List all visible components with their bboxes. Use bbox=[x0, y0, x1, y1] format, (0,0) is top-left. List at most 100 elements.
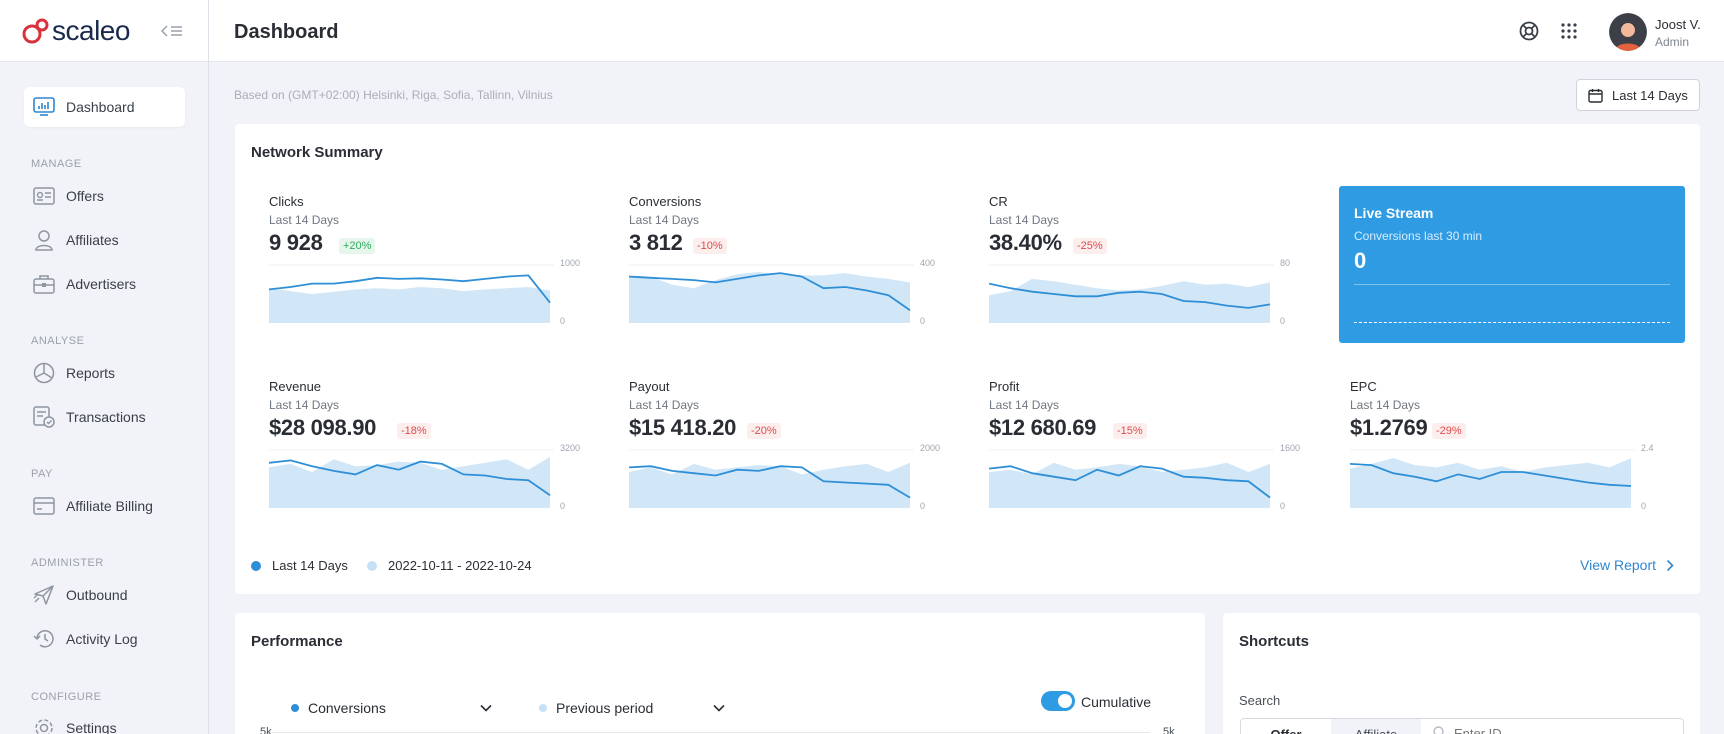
sidebar-item-label: Settings bbox=[66, 720, 117, 734]
sidebar-item-reports[interactable]: Reports bbox=[24, 355, 185, 391]
apps-grid-icon[interactable] bbox=[1558, 20, 1580, 42]
metric-tile-epc[interactable]: EPC Last 14 Days $1.2769 -29% 2.4 0 bbox=[1350, 379, 1670, 549]
scaleo-logo-icon bbox=[22, 18, 49, 43]
live-stream-title: Live Stream bbox=[1354, 205, 1434, 221]
chevron-right-icon bbox=[1666, 559, 1674, 571]
card-title: Shortcuts bbox=[1239, 633, 1310, 650]
card-title: Network Summary bbox=[251, 144, 383, 161]
sidebar-item-transactions[interactable]: Transactions bbox=[24, 399, 185, 435]
metric-tile-cr[interactable]: CR Last 14 Days 38.40% -25% 80 0 bbox=[989, 194, 1309, 364]
search-label: Search bbox=[1239, 693, 1281, 708]
axis-min-label: 0 bbox=[920, 316, 926, 326]
shortcut-search: Offer Affiliate bbox=[1240, 718, 1684, 734]
sparkline-chart bbox=[989, 449, 1274, 508]
date-range-label: Last 14 Days bbox=[1612, 87, 1688, 103]
axis-max-label: 2.4 bbox=[1641, 443, 1654, 453]
user-name[interactable]: Joost V. bbox=[1655, 17, 1701, 32]
gear-icon bbox=[32, 716, 56, 734]
history-icon bbox=[32, 627, 56, 651]
sidebar-item-dashboard[interactable]: Dashboard bbox=[24, 87, 185, 127]
sidebar-item-offers[interactable]: Offers bbox=[24, 178, 185, 214]
metric-select[interactable]: Conversions bbox=[291, 700, 492, 716]
axis-max-label: 2000 bbox=[920, 443, 941, 453]
metric-tile-clicks[interactable]: Clicks Last 14 Days 9 928 +20% 1000 0 bbox=[269, 194, 589, 364]
sidebar-item-outbound[interactable]: Outbound bbox=[24, 577, 185, 613]
chevron-down-icon bbox=[480, 704, 492, 712]
current-period-line bbox=[1350, 463, 1632, 487]
metric-tile-profit[interactable]: Profit Last 14 Days $12 680.69 -15% 1600 0 bbox=[989, 379, 1309, 549]
metric-value: $15 418.20 bbox=[629, 415, 737, 440]
metric-period: Last 14 Days bbox=[989, 213, 1060, 227]
axis-min-label: 0 bbox=[1641, 501, 1647, 511]
sidebar-item-affiliate-billing[interactable]: Affiliate Billing bbox=[24, 488, 185, 524]
current-period-line bbox=[989, 282, 1271, 309]
metric-value: $28 098.90 bbox=[269, 415, 377, 440]
section-heading-pay: PAY bbox=[31, 468, 53, 480]
sidebar-item-advertisers[interactable]: Advertisers bbox=[24, 266, 185, 302]
top-bar: Dashboard bbox=[209, 0, 1724, 62]
axis-min-label: 0 bbox=[920, 501, 926, 511]
metric-period: Last 14 Days bbox=[989, 398, 1060, 412]
sparkline-chart bbox=[989, 264, 1274, 323]
brand-name: scaleo bbox=[52, 14, 130, 46]
sparkline-chart bbox=[269, 449, 554, 508]
axis-min-label: 0 bbox=[1280, 501, 1286, 511]
previous-period-area bbox=[629, 462, 910, 508]
calendar-icon bbox=[1588, 88, 1603, 103]
metric-tile-payout[interactable]: Payout Last 14 Days $15 418.20 -20% 2000 0 bbox=[629, 379, 949, 549]
user-role: Admin bbox=[1655, 35, 1690, 49]
current-period-line bbox=[629, 272, 911, 311]
metric-tile-revenue[interactable]: Revenue Last 14 Days $28 098.90 -18% 3200 0 bbox=[269, 379, 589, 549]
performance-card: Performance 5k 5k bbox=[235, 613, 1205, 734]
live-stream-value: 0 bbox=[1354, 248, 1367, 273]
metric-value: $1.2769 bbox=[1350, 415, 1428, 440]
sidebar-item-activity-log[interactable]: Activity Log bbox=[24, 621, 185, 657]
axis-label-right: 5k bbox=[1163, 726, 1175, 734]
collapse-sidebar-icon[interactable] bbox=[160, 22, 184, 40]
tab-affiliate[interactable]: Affiliate bbox=[1331, 719, 1421, 734]
shortcut-id-input[interactable] bbox=[1454, 726, 1654, 734]
change-badge: -18% bbox=[397, 423, 431, 439]
chevron-down-icon bbox=[713, 704, 725, 712]
axis-max-label: 80 bbox=[1280, 258, 1291, 268]
page-title: Dashboard bbox=[234, 21, 339, 43]
section-heading-configure: CONFIGURE bbox=[31, 691, 102, 703]
sidebar-item-label: Transactions bbox=[66, 409, 146, 425]
metric-period: Last 14 Days bbox=[629, 398, 700, 412]
change-badge: -29% bbox=[1432, 423, 1466, 439]
pie-chart-icon bbox=[32, 361, 56, 385]
user-icon bbox=[32, 228, 56, 252]
axis-max-label: 1000 bbox=[560, 258, 581, 268]
briefcase-icon bbox=[32, 272, 56, 296]
metric-tile-conversions[interactable]: Conversions Last 14 Days 3 812 -10% 400 0 bbox=[629, 194, 949, 364]
view-report-link[interactable]: View Report bbox=[1580, 557, 1674, 573]
metric-name: Clicks bbox=[269, 194, 304, 209]
sidebar: scaleo Dashboard MANAGE Offers Affiliate… bbox=[0, 0, 209, 734]
avatar[interactable] bbox=[1609, 13, 1647, 51]
metric-value: $12 680.69 bbox=[989, 415, 1097, 440]
paper-plane-icon bbox=[32, 583, 56, 607]
metric-period: Last 14 Days bbox=[269, 398, 340, 412]
sidebar-item-label: Offers bbox=[66, 188, 104, 204]
metric-name: Profit bbox=[989, 379, 1020, 394]
shortcut-id-field[interactable] bbox=[1421, 719, 1683, 734]
legend-current: Last 14 Days bbox=[251, 558, 348, 573]
axis-label-left: 5k bbox=[260, 726, 272, 734]
series-dot bbox=[291, 704, 299, 712]
credit-card-icon bbox=[32, 494, 56, 518]
tab-offer[interactable]: Offer bbox=[1241, 719, 1331, 734]
sidebar-item-settings[interactable]: Settings bbox=[24, 710, 185, 734]
date-range-button[interactable]: Last 14 Days bbox=[1576, 79, 1700, 111]
sidebar-item-affiliates[interactable]: Affiliates bbox=[24, 222, 185, 258]
timezone-note: Based on (GMT+02:00) Helsinki, Riga, Sof… bbox=[234, 88, 553, 102]
cumulative-toggle[interactable] bbox=[1041, 691, 1075, 711]
compare-select[interactable]: Previous period bbox=[539, 700, 725, 716]
metric-value: 38.40% bbox=[989, 230, 1062, 255]
metric-period: Last 14 Days bbox=[1350, 398, 1421, 412]
shortcuts-card: Shortcuts Search bbox=[1223, 613, 1700, 734]
live-stream-panel[interactable]: Live Stream Conversions last 30 min 0 bbox=[1339, 186, 1685, 343]
axis-min-label: 0 bbox=[1280, 316, 1286, 326]
view-report-label: View Report bbox=[1580, 557, 1657, 573]
help-lifebuoy-icon[interactable] bbox=[1518, 20, 1540, 42]
previous-period-area bbox=[989, 278, 1270, 323]
